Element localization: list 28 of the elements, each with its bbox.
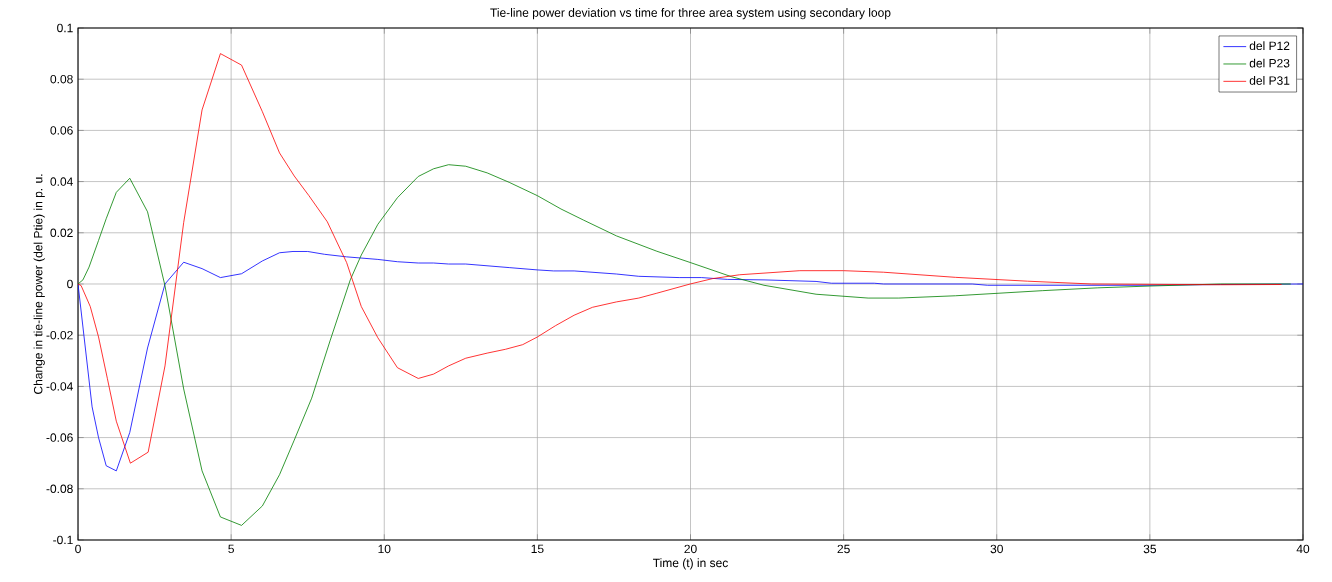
x-tick-label: 0 [75, 544, 81, 554]
x-tick-label: 20 [684, 544, 697, 554]
y-tick-label: 0.1 [57, 23, 73, 33]
x-tick-label: 15 [531, 544, 544, 554]
x-tick-label: 40 [1296, 544, 1310, 554]
x-tick-label: 35 [1143, 544, 1157, 554]
y-tick-label: 0.02 [50, 228, 73, 238]
legend-label: del P23 [1249, 58, 1290, 68]
y-tick-label: -0.02 [46, 330, 73, 340]
legend-label: del P12 [1249, 41, 1290, 51]
y-tick-label: 0.04 [50, 177, 73, 186]
line-series [78, 164, 1292, 526]
y-axis-title: Change in tie-line power (del Ptie) in p. u. [33, 174, 45, 394]
y-tick-label: 0.08 [50, 74, 73, 84]
y-tick-label: 0.06 [50, 126, 73, 135]
y-tick-label: -0.1 [53, 535, 73, 545]
chart-title: Tie-line power deviation vs time for three area system using secondary loop [490, 8, 891, 20]
x-tick-label: 10 [378, 544, 391, 554]
legend-label: del P31 [1249, 75, 1290, 85]
y-tick-label: 0 [67, 279, 73, 289]
line-series [78, 251, 1303, 472]
y-tick-label: -0.06 [46, 433, 73, 442]
x-tick-label: 25 [837, 544, 850, 554]
x-axis-title: Time (t) in sec [653, 558, 728, 570]
x-tick-label: 5 [228, 544, 234, 554]
x-tick-label: 30 [990, 544, 1003, 554]
y-tick-label: -0.08 [46, 484, 73, 494]
y-tick-label: -0.04 [46, 382, 73, 391]
